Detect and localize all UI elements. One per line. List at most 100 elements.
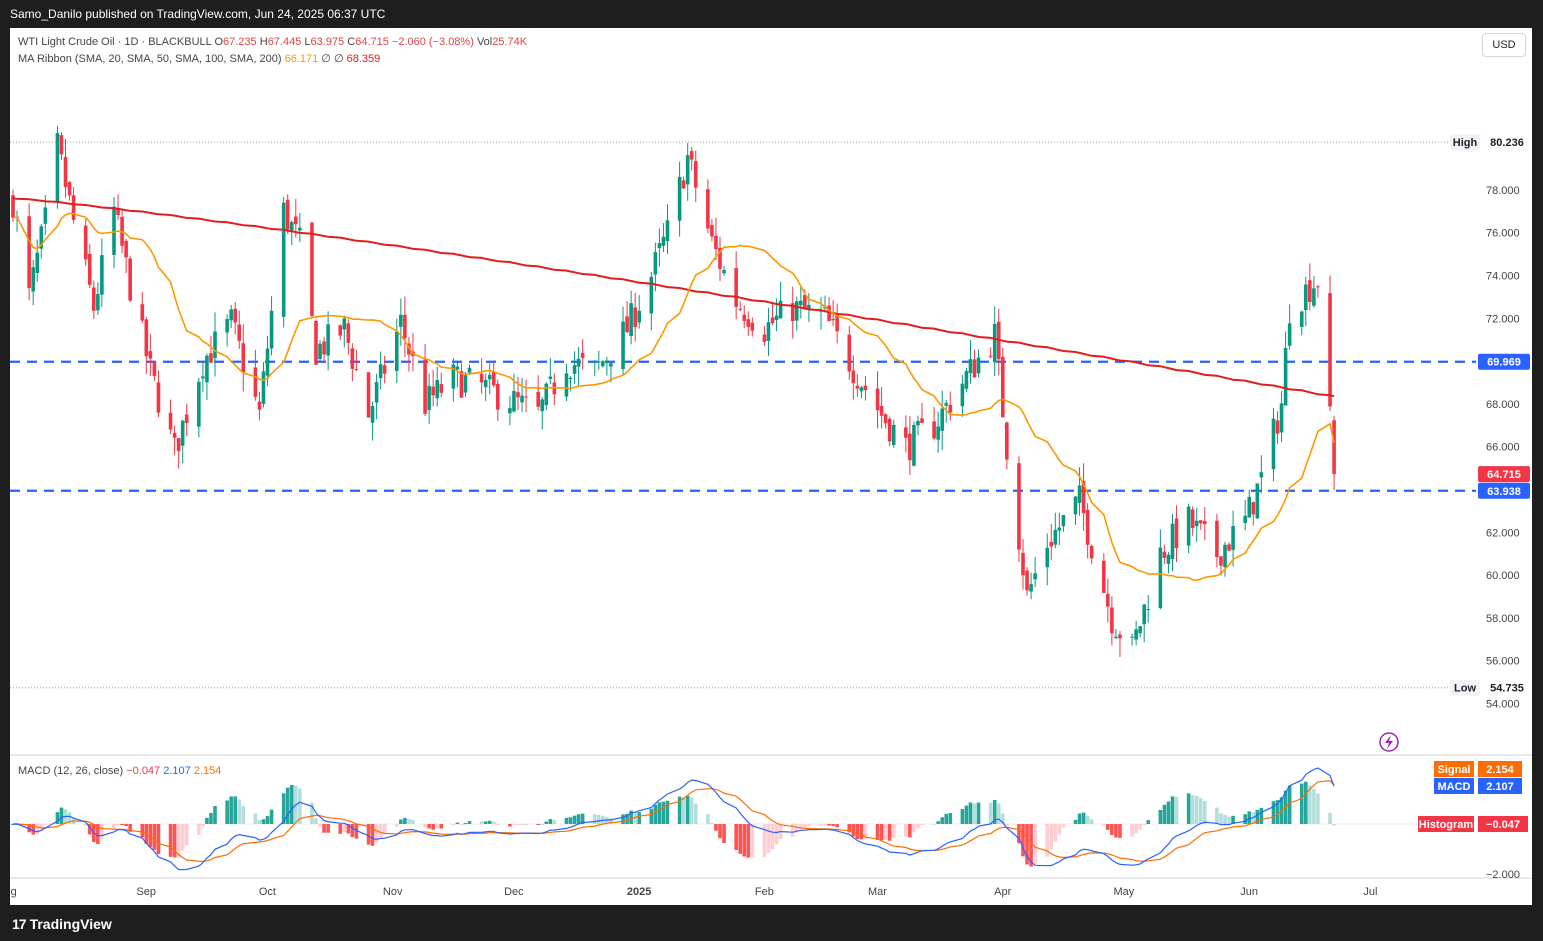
candle xyxy=(576,346,581,386)
macd-histogram-bar xyxy=(378,824,383,838)
candle xyxy=(1227,542,1231,552)
price-tick-label: 72.000 xyxy=(1486,313,1520,325)
candle xyxy=(968,339,973,384)
signal-label-tag-text: Signal xyxy=(1437,764,1470,776)
candle-body xyxy=(512,391,516,412)
publisher-bar: Samo_Danilo published on TradingView.com… xyxy=(0,0,1543,28)
candle-body xyxy=(1223,544,1227,568)
candle xyxy=(294,198,298,238)
candle xyxy=(427,373,431,424)
candle xyxy=(435,366,439,407)
level-lower-tag-bg xyxy=(1478,482,1530,499)
macd-histogram-bar xyxy=(1142,824,1146,825)
macd-histogram-bar xyxy=(124,824,128,827)
candle-body xyxy=(681,180,686,189)
currency-button[interactable]: USD xyxy=(1482,33,1526,57)
close-value: 64.715 xyxy=(355,36,389,48)
candle-body xyxy=(710,225,714,237)
candle xyxy=(92,280,96,319)
macd-histogram-bar xyxy=(580,813,585,824)
macd-histogram-bar xyxy=(1215,807,1219,824)
macd-histogram-bar xyxy=(661,801,666,824)
candle-body xyxy=(1259,472,1264,478)
macd-histogram-bar xyxy=(59,807,64,824)
candle xyxy=(1025,567,1029,596)
sma-20-line xyxy=(12,212,1335,582)
low-label-tag-bg xyxy=(1450,679,1480,696)
candle-body xyxy=(657,243,662,249)
macd-histogram-bar xyxy=(1077,813,1082,824)
candle-body xyxy=(1158,547,1163,609)
chart-frame[interactable]: 78.00076.00074.00072.00070.00068.00066.0… xyxy=(0,28,1532,905)
macd-histogram-bar xyxy=(1017,824,1021,844)
macd-histogram-bar xyxy=(835,824,839,828)
candle xyxy=(992,306,997,377)
candle-body xyxy=(172,432,177,438)
candle xyxy=(1215,513,1219,568)
candle-body xyxy=(524,396,528,398)
candle xyxy=(827,297,831,322)
candle-body xyxy=(1021,552,1025,576)
candle xyxy=(1186,503,1191,554)
macd-histogram-bar xyxy=(439,824,444,829)
candle xyxy=(403,296,407,357)
candle-body xyxy=(176,437,181,452)
candle xyxy=(116,194,120,220)
candle-body xyxy=(637,310,641,323)
candle xyxy=(633,292,637,342)
candle xyxy=(718,236,722,282)
candle-body xyxy=(904,427,908,438)
candle-body xyxy=(1219,556,1223,566)
candle xyxy=(685,143,690,201)
macd-histogram-bar xyxy=(992,799,997,824)
ma50-value: ∅ xyxy=(321,53,331,65)
price-tick-label: 62.000 xyxy=(1486,527,1520,539)
macd-histogram-bar xyxy=(459,824,464,825)
candle-body xyxy=(1299,311,1304,327)
macd-histogram-bar xyxy=(516,824,520,825)
macd-histogram-bar xyxy=(148,824,153,848)
candle-body xyxy=(835,314,839,332)
ma-ribbon-legend: MA Ribbon (SMA, 20, SMA, 50, SMA, 100, S… xyxy=(18,52,380,65)
candle-body xyxy=(887,418,892,442)
macd-histogram-bar xyxy=(1138,824,1142,830)
macd-histogram-bar xyxy=(1223,815,1227,824)
candle xyxy=(601,359,605,368)
macd-histogram-bar xyxy=(403,817,407,824)
candle xyxy=(289,220,294,246)
chart-canvas[interactable]: 78.00076.00074.00072.00070.00068.00066.0… xyxy=(0,28,1532,905)
candle xyxy=(1251,501,1256,526)
macd-histogram-bar xyxy=(1203,800,1207,824)
candle-body xyxy=(1146,609,1151,611)
candle-body xyxy=(59,135,64,155)
candle xyxy=(27,203,31,301)
candle-body xyxy=(1170,523,1175,560)
candle xyxy=(35,239,40,283)
macd-histogram-bar xyxy=(904,824,908,837)
candle xyxy=(483,373,488,401)
ma-ribbon-title: MA Ribbon (SMA, 20, SMA, 50, SMA, 100, S… xyxy=(18,53,282,65)
candle xyxy=(257,391,262,421)
macd-histogram-bar xyxy=(382,824,387,835)
candle-body xyxy=(863,385,868,391)
candle xyxy=(572,351,577,384)
candle-body xyxy=(605,360,609,364)
candle-body xyxy=(55,132,60,203)
candle-body xyxy=(1077,485,1082,503)
candle-body xyxy=(1130,636,1134,638)
candle xyxy=(548,358,553,385)
macd-histogram-bar xyxy=(1061,824,1066,828)
candle xyxy=(976,349,981,378)
candle-body xyxy=(1186,506,1191,546)
candle-body xyxy=(467,367,472,373)
vol-value: 25.74K xyxy=(492,36,528,48)
candle-body xyxy=(148,351,153,359)
time-tick-label: Dec xyxy=(504,886,524,898)
macd-histogram-bar xyxy=(1057,824,1062,835)
candle xyxy=(746,311,751,336)
candle xyxy=(184,403,189,437)
macd-histogram-bar xyxy=(657,802,662,824)
candle-body xyxy=(1138,626,1142,634)
candle-body xyxy=(799,300,803,306)
tradingview-logo-icon: 17 xyxy=(12,916,27,932)
